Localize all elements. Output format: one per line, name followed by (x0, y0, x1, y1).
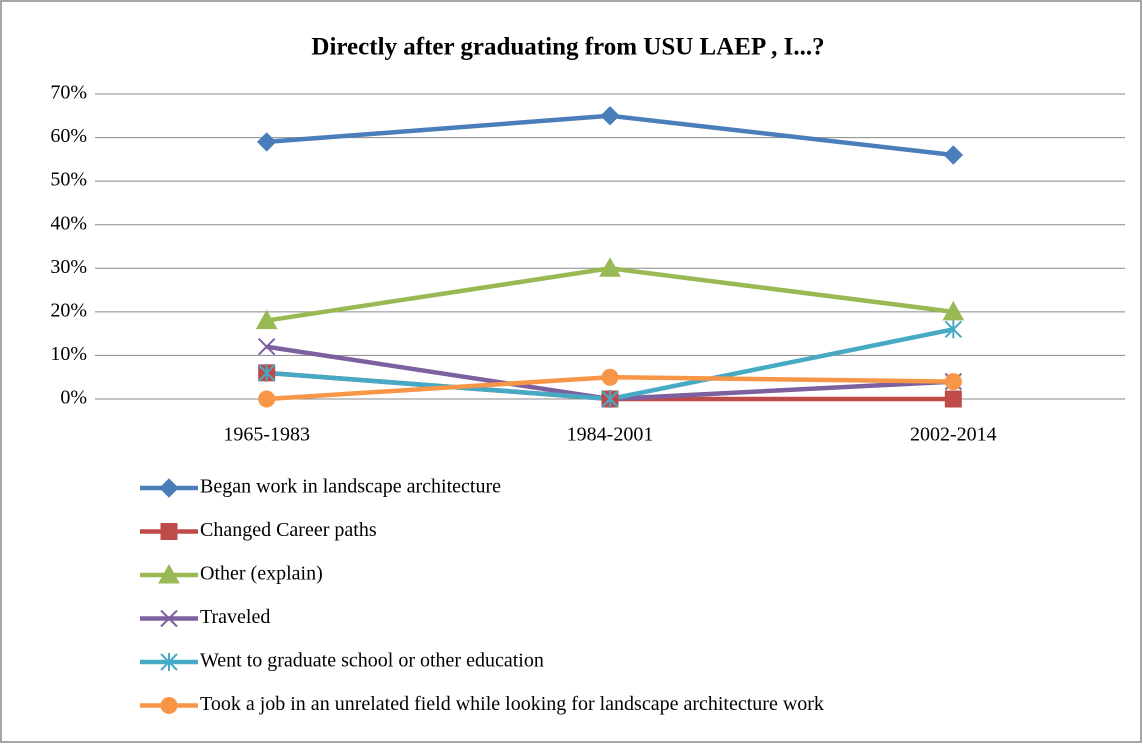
y-tick-label: 0% (60, 387, 87, 409)
legend-label: Went to graduate school or other educati… (200, 650, 544, 672)
chart-title: Directly after graduating from USU LAEP … (311, 34, 824, 61)
x-tick-label: 1965-1983 (223, 424, 310, 446)
data-point (257, 338, 276, 356)
x-tick-label: 1984-2001 (567, 424, 654, 446)
y-tick-label: 20% (50, 299, 87, 321)
data-point (601, 390, 619, 408)
data-point (944, 390, 962, 408)
legend-label: Changed Career paths (200, 519, 377, 541)
data-point (258, 390, 276, 408)
y-tick-label: 70% (50, 82, 87, 104)
data-point (599, 257, 621, 277)
legend-marker (160, 697, 178, 714)
legend-label: Other (explain) (200, 563, 323, 585)
legend-marker (159, 478, 179, 498)
y-tick-label: 30% (50, 256, 87, 278)
data-point (944, 373, 962, 391)
y-tick-label: 40% (50, 212, 87, 234)
data-point (943, 145, 964, 165)
legend-marker (160, 609, 178, 628)
y-tick-label: 10% (50, 343, 87, 365)
legend-label: Took a job in an unrelated field while l… (200, 693, 824, 715)
legend-label: Traveled (200, 606, 270, 628)
data-point (942, 300, 965, 321)
data-point (256, 132, 277, 152)
data-point (255, 309, 278, 330)
data-point (600, 106, 620, 126)
data-point (944, 320, 963, 339)
y-tick-label: 60% (50, 125, 87, 147)
data-point (257, 363, 276, 382)
legend-label: Began work in landscape architecture (200, 476, 501, 498)
legend-marker (158, 563, 180, 584)
x-tick-label: 2002-2014 (910, 424, 997, 446)
y-tick-label: 50% (50, 169, 87, 191)
legend-marker (160, 653, 178, 671)
data-point (601, 368, 619, 386)
legend-marker (160, 523, 178, 540)
